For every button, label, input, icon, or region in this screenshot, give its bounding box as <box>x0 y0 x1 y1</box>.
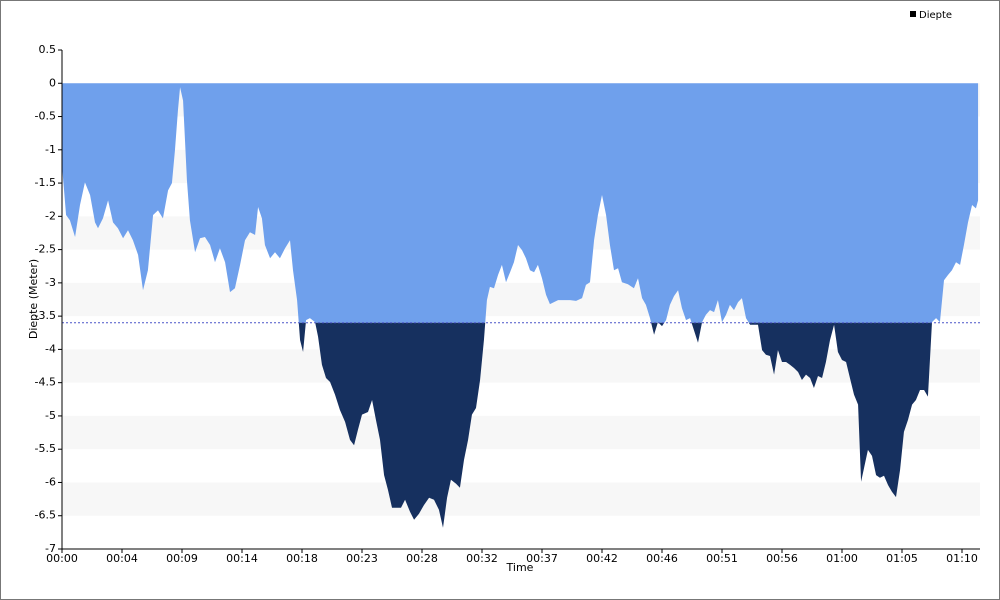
legend-label: Diepte <box>919 10 952 21</box>
x-tick-label: 00:18 <box>286 552 318 565</box>
y-tick-label: -3.5 <box>35 309 56 322</box>
x-tick-label: 00:56 <box>766 552 798 565</box>
y-tick-label: -4.5 <box>35 376 56 389</box>
y-tick-label: -3 <box>45 276 56 289</box>
x-tick-label: 00:51 <box>706 552 738 565</box>
x-tick-label: 01:00 <box>826 552 858 565</box>
y-tick-label: -6.5 <box>35 509 56 522</box>
legend-swatch <box>910 11 916 17</box>
y-tick-label: 0.5 <box>39 43 57 56</box>
x-tick-label: 01:05 <box>886 552 918 565</box>
y-tick-label: -2.5 <box>35 243 56 256</box>
x-tick-label: 00:00 <box>46 552 78 565</box>
y-tick-label: -7 <box>45 542 56 555</box>
x-tick-label: 00:09 <box>166 552 198 565</box>
y-tick-label: -5.5 <box>35 442 56 455</box>
x-tick-label: 00:37 <box>526 552 558 565</box>
x-tick-label: 00:42 <box>586 552 618 565</box>
x-tick-label: 00:28 <box>406 552 438 565</box>
y-tick-label: -4 <box>45 342 56 355</box>
x-axis-label: Time <box>506 561 534 574</box>
x-tick-label: 00:04 <box>106 552 138 565</box>
y-tick-label: -5 <box>45 409 56 422</box>
x-tick-label: 01:10 <box>946 552 978 565</box>
y-tick-label: -1 <box>45 143 56 156</box>
y-tick-label: -1.5 <box>35 176 56 189</box>
y-tick-label: 0 <box>49 76 56 89</box>
depth-area-below-threshold <box>298 322 932 528</box>
x-tick-label: 00:32 <box>466 552 498 565</box>
depth-area <box>62 83 979 323</box>
x-tick-label: 00:46 <box>646 552 678 565</box>
y-tick-label: -2 <box>45 209 56 222</box>
x-tick-label: 00:23 <box>346 552 378 565</box>
y-tick-label: -6 <box>45 475 56 488</box>
y-axis-label: Diepte (Meter) <box>27 259 40 339</box>
grid-band <box>62 482 980 516</box>
y-tick-label: -0.5 <box>35 110 56 123</box>
grid-band <box>62 415 980 450</box>
x-tick-label: 00:14 <box>226 552 258 565</box>
